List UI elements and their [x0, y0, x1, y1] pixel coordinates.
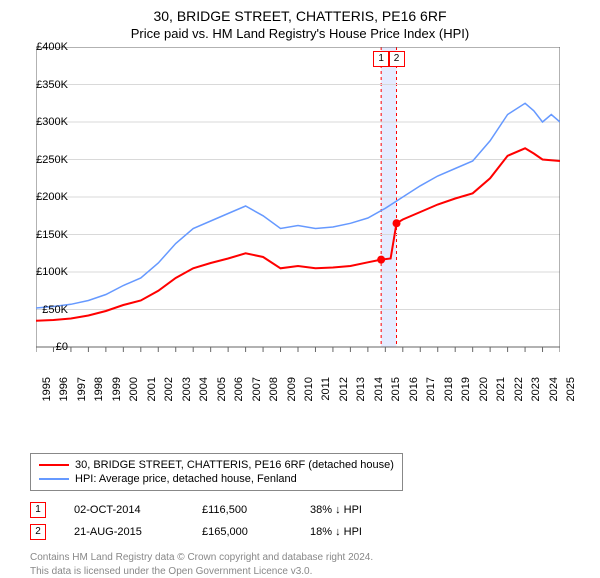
y-tick-label: £150K — [8, 229, 68, 241]
x-tick-label: 2017 — [425, 377, 437, 417]
legend-swatch — [39, 464, 69, 466]
y-tick-label: £250K — [8, 154, 68, 166]
x-tick-label: 2002 — [163, 377, 175, 417]
x-tick-label: 1997 — [76, 377, 88, 417]
transaction-badge: 2 — [30, 524, 46, 540]
y-tick-label: £50K — [8, 304, 68, 316]
x-tick-label: 2020 — [478, 377, 490, 417]
x-tick-label: 1995 — [41, 377, 53, 417]
transaction-date: 02-OCT-2014 — [74, 504, 174, 516]
x-tick-label: 2016 — [408, 377, 420, 417]
x-tick-label: 2000 — [128, 377, 140, 417]
legend-label: HPI: Average price, detached house, Fenl… — [75, 473, 297, 485]
x-tick-label: 2021 — [495, 377, 507, 417]
legend-row: HPI: Average price, detached house, Fenl… — [39, 472, 394, 486]
x-tick-label: 2019 — [460, 377, 472, 417]
legend: 30, BRIDGE STREET, CHATTERIS, PE16 6RF (… — [30, 453, 403, 491]
x-tick-label: 1996 — [58, 377, 70, 417]
footer-line: This data is licensed under the Open Gov… — [30, 565, 600, 578]
chart-container: 30, BRIDGE STREET, CHATTERIS, PE16 6RF P… — [0, 0, 600, 560]
transactions-table: 1 02-OCT-2014 £116,500 38% ↓ HPI 2 21-AUG-201… — [30, 499, 600, 543]
footer-line: Contains HM Land Registry data © Crown c… — [30, 551, 600, 565]
x-tick-label: 1998 — [93, 377, 105, 417]
x-tick-label: 2009 — [286, 377, 298, 417]
chart-area: £0£50K£100K£150K£200K£250K£300K£350K£400… — [36, 47, 596, 407]
y-tick-label: £0 — [8, 341, 68, 353]
x-tick-label: 2018 — [443, 377, 455, 417]
transaction-price: £165,000 — [202, 526, 282, 538]
y-tick-label: £400K — [8, 41, 68, 53]
x-tick-label: 2022 — [513, 377, 525, 417]
legend-row: 30, BRIDGE STREET, CHATTERIS, PE16 6RF (… — [39, 458, 394, 472]
x-tick-label: 2003 — [181, 377, 193, 417]
transaction-delta: 38% ↓ HPI — [310, 504, 410, 516]
event-badge: 2 — [389, 51, 405, 67]
transaction-badge: 1 — [30, 502, 46, 518]
x-tick-label: 2001 — [146, 377, 158, 417]
x-tick-label: 2025 — [565, 377, 577, 417]
y-tick-label: £300K — [8, 116, 68, 128]
chart-title: 30, BRIDGE STREET, CHATTERIS, PE16 6RF — [0, 0, 600, 24]
x-tick-label: 2012 — [338, 377, 350, 417]
x-tick-label: 2008 — [268, 377, 280, 417]
transaction-delta: 18% ↓ HPI — [310, 526, 410, 538]
x-tick-label: 2011 — [320, 377, 332, 417]
legend-label: 30, BRIDGE STREET, CHATTERIS, PE16 6RF (… — [75, 459, 394, 471]
y-tick-label: £200K — [8, 191, 68, 203]
x-tick-label: 2024 — [548, 377, 560, 417]
x-tick-label: 2004 — [198, 377, 210, 417]
y-tick-label: £350K — [8, 79, 68, 91]
x-tick-label: 2023 — [530, 377, 542, 417]
footer-attribution: Contains HM Land Registry data © Crown c… — [30, 551, 600, 578]
legend-swatch — [39, 478, 69, 480]
x-tick-label: 2007 — [251, 377, 263, 417]
x-tick-label: 2015 — [390, 377, 402, 417]
event-badge: 1 — [373, 51, 389, 67]
x-tick-label: 2014 — [373, 377, 385, 417]
x-tick-label: 1999 — [111, 377, 123, 417]
x-tick-label: 2010 — [303, 377, 315, 417]
transaction-row: 1 02-OCT-2014 £116,500 38% ↓ HPI — [30, 499, 600, 521]
x-tick-label: 2005 — [216, 377, 228, 417]
transaction-row: 2 21-AUG-2015 £165,000 18% ↓ HPI — [30, 521, 600, 543]
transaction-date: 21-AUG-2015 — [74, 526, 174, 538]
y-tick-label: £100K — [8, 266, 68, 278]
chart-subtitle: Price paid vs. HM Land Registry's House … — [0, 24, 600, 47]
x-tick-label: 2006 — [233, 377, 245, 417]
x-tick-label: 2013 — [355, 377, 367, 417]
line-chart-svg — [36, 47, 560, 377]
transaction-price: £116,500 — [202, 504, 282, 516]
